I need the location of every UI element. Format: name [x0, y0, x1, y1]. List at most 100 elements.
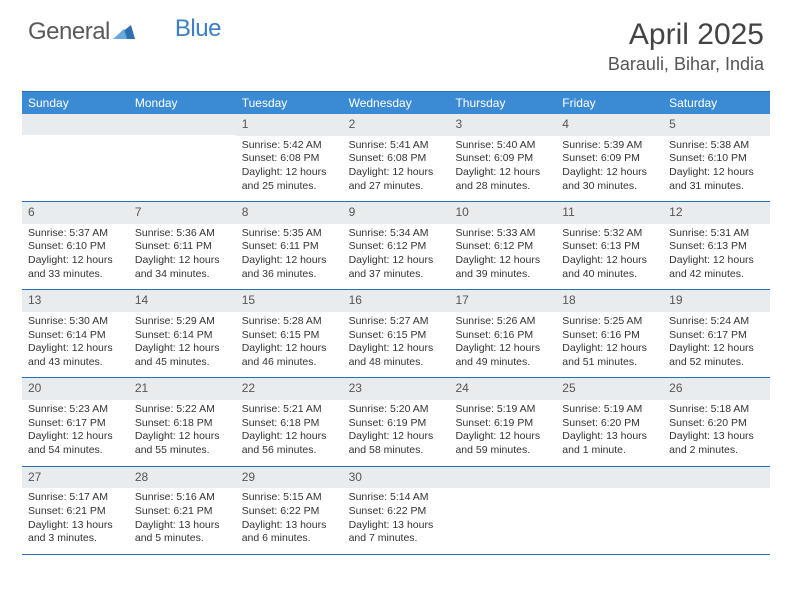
- daylight-text-2: and 36 minutes.: [242, 268, 337, 282]
- week-row: 13Sunrise: 5:30 AMSunset: 6:14 PMDayligh…: [22, 290, 770, 378]
- sunrise-text: Sunrise: 5:19 AM: [455, 403, 550, 417]
- sunset-text: Sunset: 6:18 PM: [242, 417, 337, 431]
- daylight-text-1: Daylight: 12 hours: [349, 430, 444, 444]
- day-number: 5: [663, 114, 770, 136]
- cell-body: Sunrise: 5:19 AMSunset: 6:20 PMDaylight:…: [556, 400, 663, 466]
- cell-body: Sunrise: 5:36 AMSunset: 6:11 PMDaylight:…: [129, 224, 236, 290]
- calendar-cell: 14Sunrise: 5:29 AMSunset: 6:14 PMDayligh…: [129, 290, 236, 377]
- weeks-container: 1Sunrise: 5:42 AMSunset: 6:08 PMDaylight…: [22, 114, 770, 555]
- sunrise-text: Sunrise: 5:37 AM: [28, 227, 123, 241]
- dayhead-wednesday: Wednesday: [343, 92, 450, 114]
- dayhead-sunday: Sunday: [22, 92, 129, 114]
- cell-body: [449, 488, 556, 538]
- sunrise-text: Sunrise: 5:17 AM: [28, 491, 123, 505]
- calendar: Sunday Monday Tuesday Wednesday Thursday…: [22, 91, 770, 555]
- cell-body: Sunrise: 5:30 AMSunset: 6:14 PMDaylight:…: [22, 312, 129, 378]
- dayhead-tuesday: Tuesday: [236, 92, 343, 114]
- daylight-text-1: Daylight: 13 hours: [28, 519, 123, 533]
- daylight-text-2: and 2 minutes.: [669, 444, 764, 458]
- day-number: 28: [129, 467, 236, 489]
- daylight-text-2: and 45 minutes.: [135, 356, 230, 370]
- week-row: 6Sunrise: 5:37 AMSunset: 6:10 PMDaylight…: [22, 202, 770, 290]
- daylight-text-1: Daylight: 12 hours: [349, 166, 444, 180]
- sunset-text: Sunset: 6:16 PM: [562, 329, 657, 343]
- sunset-text: Sunset: 6:17 PM: [28, 417, 123, 431]
- day-number: [663, 467, 770, 488]
- day-number: 4: [556, 114, 663, 136]
- cell-body: Sunrise: 5:26 AMSunset: 6:16 PMDaylight:…: [449, 312, 556, 378]
- day-number: 7: [129, 202, 236, 224]
- day-number: 30: [343, 467, 450, 489]
- calendar-cell: 1Sunrise: 5:42 AMSunset: 6:08 PMDaylight…: [236, 114, 343, 201]
- daylight-text-2: and 49 minutes.: [455, 356, 550, 370]
- cell-body: [129, 135, 236, 185]
- daylight-text-1: Daylight: 12 hours: [455, 166, 550, 180]
- daylight-text-2: and 5 minutes.: [135, 532, 230, 546]
- daylight-text-2: and 56 minutes.: [242, 444, 337, 458]
- sunrise-text: Sunrise: 5:36 AM: [135, 227, 230, 241]
- day-number: 27: [22, 467, 129, 489]
- daylight-text-1: Daylight: 12 hours: [455, 430, 550, 444]
- cell-body: [663, 488, 770, 538]
- week-row: 27 Sunrise: 5:17 AMSunset: 6:21 PMDayligh…: [22, 467, 770, 555]
- daylight-text-1: Daylight: 12 hours: [349, 254, 444, 268]
- logo-triangle-icon: [113, 18, 135, 46]
- daylight-text-2: and 48 minutes.: [349, 356, 444, 370]
- calendar-cell: [129, 114, 236, 201]
- sunset-text: Sunset: 6:20 PM: [562, 417, 657, 431]
- dayhead-thursday: Thursday: [449, 92, 556, 114]
- calendar-cell: 22Sunrise: 5:21 AMSunset: 6:18 PMDayligh…: [236, 378, 343, 465]
- sunrise-text: Sunrise: 5:16 AM: [135, 491, 230, 505]
- day-header-row: Sunday Monday Tuesday Wednesday Thursday…: [22, 92, 770, 114]
- calendar-cell: 6Sunrise: 5:37 AMSunset: 6:10 PMDaylight…: [22, 202, 129, 289]
- daylight-text-1: Daylight: 12 hours: [28, 254, 123, 268]
- day-number: 23: [343, 378, 450, 400]
- cell-body: Sunrise: 5:25 AMSunset: 6:16 PMDaylight:…: [556, 312, 663, 378]
- sunrise-text: Sunrise: 5:41 AM: [349, 139, 444, 153]
- cell-body: Sunrise: 5:40 AMSunset: 6:09 PMDaylight:…: [449, 136, 556, 202]
- daylight-text-1: Daylight: 12 hours: [562, 342, 657, 356]
- sunrise-text: Sunrise: 5:24 AM: [669, 315, 764, 329]
- logo-text-1: General: [28, 18, 110, 46]
- daylight-text-2: and 58 minutes.: [349, 444, 444, 458]
- sunset-text: Sunset: 6:14 PM: [28, 329, 123, 343]
- sunset-text: Sunset: 6:11 PM: [135, 240, 230, 254]
- calendar-cell: 17Sunrise: 5:26 AMSunset: 6:16 PMDayligh…: [449, 290, 556, 377]
- day-number: 24: [449, 378, 556, 400]
- day-number: 20: [22, 378, 129, 400]
- sunset-text: Sunset: 6:19 PM: [455, 417, 550, 431]
- sunrise-text: Sunrise: 5:34 AM: [349, 227, 444, 241]
- daylight-text-1: Daylight: 12 hours: [242, 166, 337, 180]
- daylight-text-2: and 54 minutes.: [28, 444, 123, 458]
- calendar-cell: 25Sunrise: 5:19 AMSunset: 6:20 PMDayligh…: [556, 378, 663, 465]
- day-number: 16: [343, 290, 450, 312]
- cell-body: Sunrise: 5:34 AMSunset: 6:12 PMDaylight:…: [343, 224, 450, 290]
- title-block: April 2025 Barauli, Bihar, India: [608, 18, 764, 75]
- day-number: [556, 467, 663, 488]
- sunrise-text: Sunrise: 5:38 AM: [669, 139, 764, 153]
- day-number: 22: [236, 378, 343, 400]
- calendar-cell: 28Sunrise: 5:16 AMSunset: 6:21 PMDayligh…: [129, 467, 236, 554]
- sunrise-text: Sunrise: 5:25 AM: [562, 315, 657, 329]
- daylight-text-2: and 42 minutes.: [669, 268, 764, 282]
- daylight-text-2: and 25 minutes.: [242, 180, 337, 194]
- calendar-cell: 26Sunrise: 5:18 AMSunset: 6:20 PMDayligh…: [663, 378, 770, 465]
- sunset-text: Sunset: 6:13 PM: [669, 240, 764, 254]
- day-number: 2: [343, 114, 450, 136]
- daylight-text-2: and 39 minutes.: [455, 268, 550, 282]
- cell-body: Sunrise: 5:32 AMSunset: 6:13 PMDaylight:…: [556, 224, 663, 290]
- sunrise-text: Sunrise: 5:40 AM: [455, 139, 550, 153]
- dayhead-monday: Monday: [129, 92, 236, 114]
- calendar-cell: 18Sunrise: 5:25 AMSunset: 6:16 PMDayligh…: [556, 290, 663, 377]
- daylight-text-2: and 31 minutes.: [669, 180, 764, 194]
- sunrise-text: Sunrise: 5:15 AM: [242, 491, 337, 505]
- sunset-text: Sunset: 6:11 PM: [242, 240, 337, 254]
- day-number: 6: [22, 202, 129, 224]
- daylight-text-1: Daylight: 12 hours: [135, 342, 230, 356]
- sunset-text: Sunset: 6:21 PM: [28, 505, 123, 519]
- daylight-text-2: and 52 minutes.: [669, 356, 764, 370]
- sunset-text: Sunset: 6:16 PM: [455, 329, 550, 343]
- calendar-cell: 3Sunrise: 5:40 AMSunset: 6:09 PMDaylight…: [449, 114, 556, 201]
- day-number: 26: [663, 378, 770, 400]
- cell-body: Sunrise: 5:42 AMSunset: 6:08 PMDaylight:…: [236, 136, 343, 202]
